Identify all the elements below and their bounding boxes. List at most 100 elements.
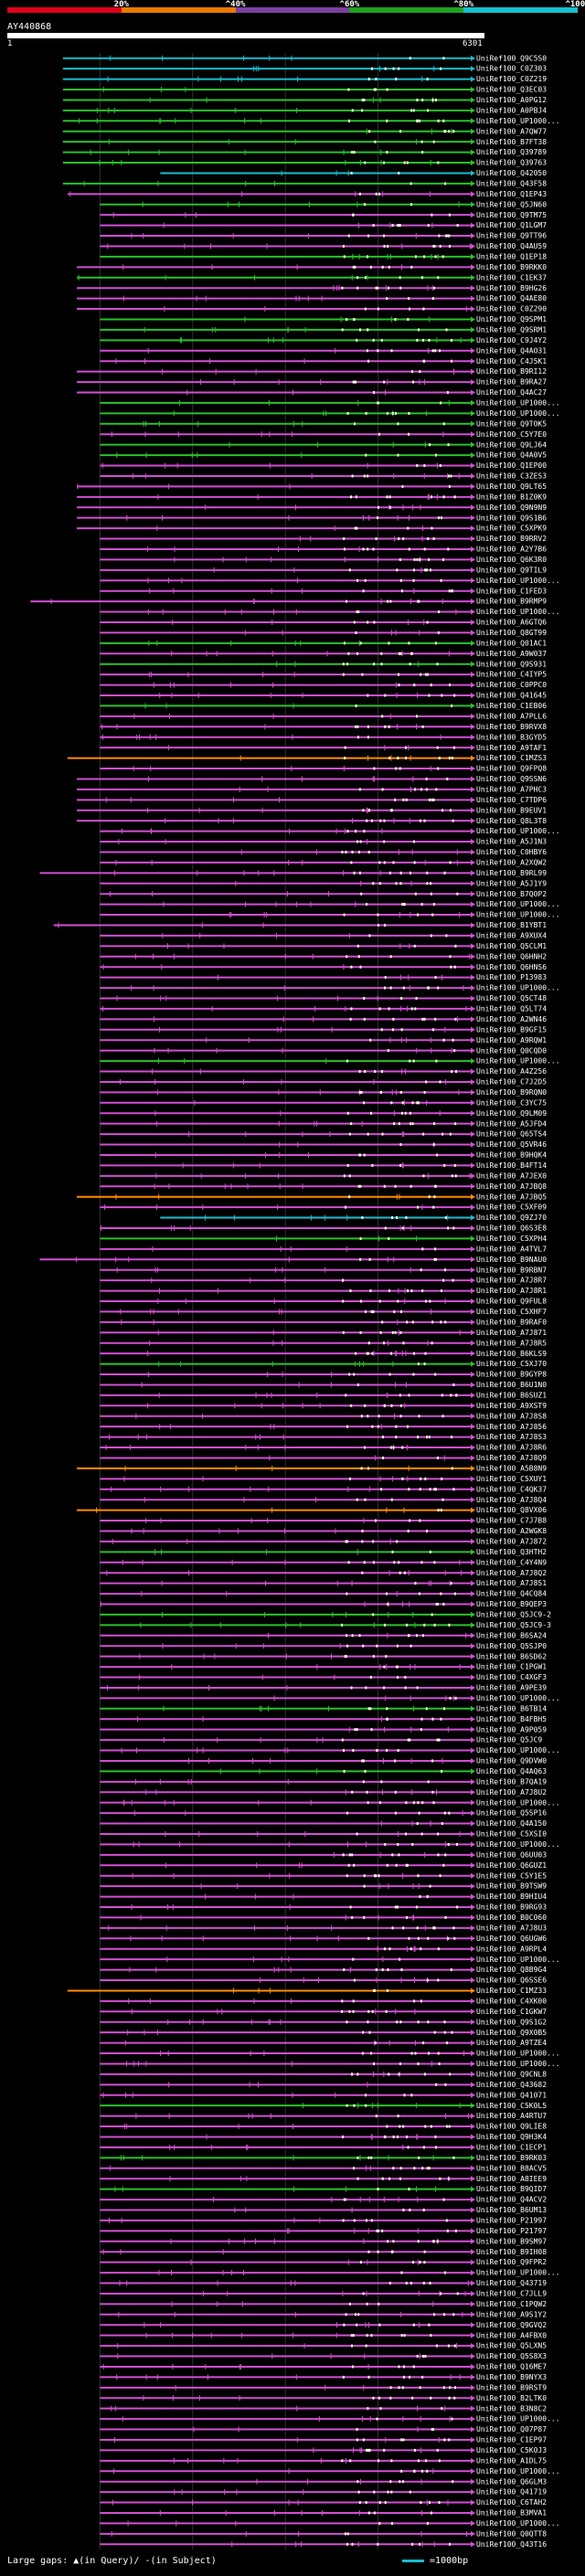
hit-row[interactable]: UniRef100_Q41645 — [100, 692, 547, 700]
hit-row[interactable]: UniRef100_A9XUX4 — [100, 932, 547, 940]
hit-row[interactable]: UniRef100_A7J871 — [100, 1329, 547, 1337]
hit-row[interactable]: UniRef100_UP1000... — [100, 2060, 560, 2068]
hit-row[interactable]: UniRef100_Q6UU03 — [100, 1850, 547, 1859]
hit-row[interactable]: UniRef100_Q5LT74 — [100, 1005, 547, 1013]
hit-row[interactable]: UniRef100_B0C060 — [100, 1913, 547, 1922]
hit-row[interactable]: UniRef100_Q65TS4 — [100, 1130, 547, 1139]
hit-row[interactable]: UniRef100_A7J8S1 — [100, 1579, 547, 1587]
hit-row[interactable]: UniRef100_C5XF09 — [100, 1203, 547, 1212]
hit-row[interactable]: UniRef100_A7JEX0 — [100, 1171, 547, 1180]
hit-row[interactable]: UniRef100_Q41719 — [100, 2488, 547, 2496]
hit-row[interactable]: UniRef100_UP1000... — [100, 2415, 560, 2423]
hit-row[interactable]: UniRef100_B4FT14 — [100, 1161, 547, 1170]
hit-row[interactable]: UniRef100_B9RG93 — [100, 1903, 547, 1912]
hit-row[interactable]: UniRef100_B9RQN0 — [100, 1088, 547, 1097]
hit-row[interactable]: UniRef100_C4XK00 — [100, 1997, 547, 2005]
hit-row[interactable]: UniRef100_Q43T16 — [100, 2540, 547, 2549]
hit-row[interactable]: UniRef100_A5JFD4 — [100, 1119, 547, 1128]
hit-row[interactable]: UniRef100_Q9SSN6 — [77, 775, 547, 783]
hit-row[interactable]: UniRef100_A9PE39 — [100, 1684, 547, 1692]
hit-row[interactable]: UniRef100_Q43719 — [100, 2279, 547, 2287]
hit-row[interactable]: UniRef100_C5Y7E0 — [100, 430, 547, 439]
hit-row[interactable]: UniRef100_Q9SRM1 — [100, 326, 547, 334]
hit-row[interactable]: UniRef100_Q39763 — [62, 159, 547, 167]
hit-row[interactable]: UniRef100_UP1000... — [100, 984, 560, 992]
hit-row[interactable]: UniRef100_Q6GLM3 — [100, 2477, 547, 2486]
hit-row[interactable]: UniRef100_C0HBY6 — [100, 848, 547, 856]
hit-row[interactable]: UniRef100_Q9SPM1 — [100, 315, 547, 323]
hit-row[interactable]: UniRef100_B9NYX3 — [100, 2373, 547, 2381]
hit-row[interactable]: UniRef100_B9GYP8 — [100, 1371, 547, 1379]
hit-row[interactable]: UniRef100_B3MVA1 — [100, 2509, 547, 2518]
hit-row[interactable]: UniRef100_C5Y1E5 — [100, 1871, 547, 1880]
hit-row[interactable]: UniRef100_UP1000... — [100, 900, 560, 908]
hit-row[interactable]: UniRef100_C1EP97 — [100, 2436, 547, 2444]
hit-row[interactable]: UniRef100_C0Z303 — [62, 65, 547, 73]
hit-row[interactable]: UniRef100_C4J5K1 — [100, 357, 547, 366]
hit-row[interactable]: UniRef100_Q9TIL9 — [100, 566, 547, 574]
hit-row[interactable]: UniRef100_C7J7B8 — [100, 1517, 547, 1525]
hit-row[interactable]: UniRef100_C3YC75 — [100, 1098, 547, 1107]
hit-row[interactable]: UniRef100_A9TZE4 — [100, 2039, 547, 2047]
hit-row[interactable]: UniRef100_Q5VR46 — [100, 1140, 547, 1149]
hit-row[interactable]: UniRef100_A5J1N3 — [100, 838, 547, 846]
hit-row[interactable]: UniRef100_Q5S8X3 — [100, 2352, 547, 2360]
hit-row[interactable]: UniRef100_UP1000... — [62, 117, 560, 125]
hit-row[interactable]: UniRef100_A7J8R1 — [100, 1287, 547, 1295]
hit-row[interactable]: UniRef100_Q3HTH2 — [100, 1548, 547, 1556]
hit-row[interactable]: UniRef100_B9EUV1 — [77, 806, 547, 814]
hit-row[interactable]: UniRef100_Q1EP00 — [100, 461, 547, 470]
hit-row[interactable]: UniRef100_UP1000... — [100, 577, 560, 585]
hit-row[interactable]: UniRef100_A9P059 — [100, 1725, 547, 1733]
hit-row[interactable]: UniRef100_P21797 — [100, 2227, 547, 2235]
hit-row[interactable]: UniRef100_UP1000... — [100, 1798, 560, 1807]
hit-row[interactable]: UniRef100_Q6UGW6 — [100, 1935, 547, 1943]
hit-row[interactable]: UniRef100_B9HIU4 — [100, 1892, 547, 1901]
hit-row[interactable]: UniRef100_C1EK37 — [77, 273, 547, 281]
hit-row[interactable]: UniRef100_Q9FPQ8 — [100, 765, 547, 773]
hit-row[interactable]: UniRef100_Q6HNS6 — [100, 963, 547, 971]
hit-row[interactable]: UniRef100_Q9LJ64 — [100, 440, 547, 449]
hit-row[interactable]: UniRef100_C3ZES3 — [100, 472, 547, 481]
hit-row[interactable]: UniRef100_Q39789 — [62, 148, 547, 156]
hit-row[interactable]: UniRef100_C1FED3 — [100, 587, 547, 595]
hit-row[interactable]: UniRef100_B9RI12 — [77, 367, 547, 376]
hit-row[interactable]: UniRef100_A9RPL4 — [100, 1945, 547, 1953]
hit-row[interactable]: UniRef100_C1EB06 — [100, 702, 547, 710]
hit-row[interactable]: UniRef100_A4RTU7 — [100, 2112, 547, 2120]
hit-row[interactable]: UniRef100_C5XPH4 — [100, 1235, 547, 1243]
hit-row[interactable]: UniRef100_C4XGF3 — [100, 1673, 547, 1681]
hit-row[interactable]: UniRef100_C1MZ33 — [67, 1987, 547, 1995]
hit-row[interactable]: UniRef100_UP1000... — [100, 409, 560, 418]
hit-row[interactable]: UniRef100_Q5CLM1 — [100, 942, 547, 950]
hit-row[interactable]: UniRef100_UP1000... — [100, 399, 560, 408]
hit-row[interactable]: UniRef100_UP1000... — [100, 1057, 560, 1065]
hit-row[interactable]: UniRef100_B6UM13 — [100, 2206, 547, 2214]
hit-row[interactable]: UniRef100_A0PG12 — [62, 96, 547, 104]
hit-row[interactable]: UniRef100_Q1LGM7 — [100, 221, 547, 229]
hit-row[interactable]: UniRef100_Q9DVW0 — [100, 1757, 547, 1765]
hit-row[interactable]: UniRef100_C5K0J3 — [100, 2446, 547, 2454]
hit-row[interactable]: UniRef100_C7J2D5 — [100, 1078, 547, 1087]
hit-row[interactable]: UniRef100_Q9TM75 — [100, 211, 547, 219]
hit-row[interactable]: UniRef100_B6TB14 — [100, 1704, 547, 1712]
hit-row[interactable]: UniRef100_P13983 — [100, 973, 547, 981]
hit-row[interactable]: UniRef100_B6SD62 — [100, 1652, 547, 1660]
hit-row[interactable]: UniRef100_Q6SSE6 — [100, 1977, 547, 1985]
hit-row[interactable]: UniRef100_B9SM97 — [100, 2237, 547, 2245]
hit-row[interactable]: UniRef100_B9QEP3 — [100, 1600, 547, 1608]
hit-row[interactable]: UniRef100_Q5LXN5 — [100, 2342, 547, 2350]
hit-row[interactable]: UniRef100_C1PQW2 — [100, 2300, 547, 2308]
hit-row[interactable]: UniRef100_B7QOP2 — [100, 890, 547, 898]
hit-row[interactable]: UniRef100_Q9H3K4 — [100, 2133, 547, 2141]
hit-row[interactable]: UniRef100_Q9S931 — [100, 660, 547, 668]
hit-row[interactable]: UniRef100_Q1EP18 — [100, 253, 547, 261]
hit-row[interactable]: UniRef100_Q9LIE8 — [100, 2123, 547, 2131]
hit-row[interactable]: UniRef100_B9RST9 — [100, 2383, 547, 2391]
hit-row[interactable]: UniRef100_Q6HNH2 — [100, 952, 547, 960]
hit-row[interactable]: UniRef100_B7FT38 — [62, 138, 547, 146]
hit-row[interactable]: UniRef100_UP1000... — [100, 2050, 560, 2058]
hit-row[interactable]: UniRef100_A7PLL6 — [100, 712, 547, 720]
hit-row[interactable]: UniRef100_UP1000... — [100, 827, 560, 835]
hit-row[interactable]: UniRef100_C5XUY1 — [100, 1475, 547, 1483]
